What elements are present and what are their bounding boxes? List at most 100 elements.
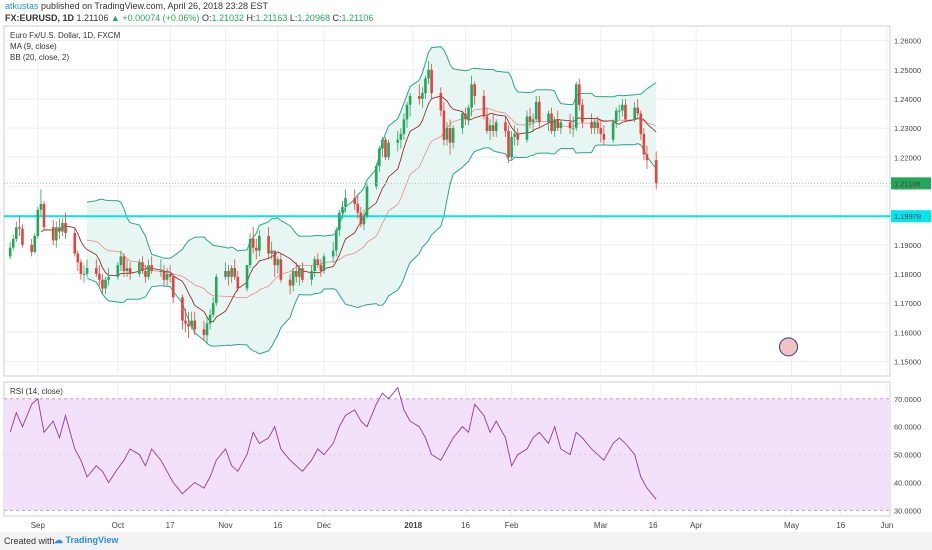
candle (316, 253, 320, 269)
candle (356, 195, 360, 219)
candle (482, 90, 486, 120)
candle-body (448, 128, 452, 143)
candle (374, 163, 378, 190)
candle (119, 250, 123, 271)
candle (611, 119, 615, 143)
candle (279, 253, 283, 283)
candle (76, 250, 80, 271)
symbol-label: FX:EURUSD, 1D (5, 13, 75, 23)
candle-body (245, 265, 249, 289)
price-chart-svg[interactable]: 1.260001.250001.240001.230001.220001.210… (0, 24, 932, 532)
candle (147, 259, 150, 280)
candle (319, 259, 323, 277)
candle-body (488, 125, 492, 131)
candle-body (190, 320, 193, 327)
candle (144, 265, 147, 283)
candle (122, 253, 126, 277)
candle (61, 218, 64, 236)
candle-body (550, 113, 553, 131)
candle-body (76, 253, 80, 263)
candle (85, 259, 89, 277)
candle-body (359, 212, 363, 225)
candle-body (8, 247, 12, 257)
candle-body (418, 96, 421, 99)
candle (636, 98, 640, 117)
candle (633, 101, 636, 123)
candle-body (574, 84, 578, 129)
candle-body (104, 279, 107, 289)
candle-body (451, 128, 455, 143)
candle-body (338, 212, 341, 231)
candle-body (85, 268, 89, 274)
candle-body (181, 297, 184, 321)
candle (418, 84, 421, 105)
candle-body (224, 271, 227, 277)
candle-body (396, 139, 400, 143)
candle-body (128, 268, 132, 274)
candle-body (82, 273, 86, 275)
candle-body (642, 133, 646, 155)
candle-body (399, 133, 403, 140)
high-label: H: (246, 13, 256, 23)
candle-body (30, 244, 33, 253)
chart-frame[interactable]: 1.260001.250001.240001.230001.220001.210… (0, 24, 932, 532)
candle (184, 308, 187, 333)
candle (101, 273, 104, 295)
candle-body (581, 104, 584, 123)
candle (424, 75, 427, 99)
candle (359, 206, 363, 228)
candle (513, 125, 516, 146)
candle-body (168, 273, 172, 277)
candle-body (202, 329, 206, 336)
candle-body (611, 122, 615, 140)
candle-body (633, 107, 636, 120)
candle (116, 262, 120, 280)
candle-body (150, 265, 153, 271)
candle (537, 96, 541, 129)
candle (516, 128, 520, 146)
candle-body (491, 125, 495, 131)
candle-body (15, 227, 18, 239)
candle (439, 87, 443, 117)
candle (574, 81, 578, 131)
candle (507, 125, 510, 164)
candle-body (184, 320, 187, 324)
open-value: 1.21032 (211, 13, 244, 23)
candle-body (159, 271, 163, 272)
candle-body (258, 236, 261, 251)
price-tick-label: 1.26000 (894, 37, 921, 46)
candle-body (54, 227, 58, 241)
candle-body (208, 314, 212, 324)
time-tick-label: Nov (218, 521, 232, 530)
rsi-band-fill (4, 398, 890, 511)
candle (559, 119, 563, 134)
candle-body (291, 271, 295, 286)
candle-body (510, 136, 513, 158)
candle (322, 253, 326, 274)
author-link[interactable]: atkustas (5, 1, 39, 11)
candle-body (334, 230, 338, 251)
candle (473, 81, 476, 105)
candle-body (547, 113, 550, 123)
rsi-tick-label: 50.0000 (894, 451, 921, 460)
candle-body (424, 78, 427, 94)
candle (599, 119, 603, 143)
candle-body (138, 262, 141, 274)
tradingview-logo[interactable]: ☁ TradingView (54, 535, 118, 546)
rsi-line (9, 386, 657, 500)
candle (159, 259, 163, 277)
candle (421, 87, 424, 108)
candle (248, 233, 252, 269)
candle-body (187, 323, 190, 327)
candle (553, 116, 556, 137)
candle-body (531, 119, 535, 123)
candle-body (534, 101, 538, 120)
candle-body (645, 154, 649, 161)
candle (510, 131, 513, 161)
candle-body (251, 238, 255, 248)
candle-body (313, 259, 317, 271)
candle (33, 233, 37, 254)
candle (73, 227, 77, 257)
candle (387, 139, 390, 161)
candle (205, 317, 209, 344)
